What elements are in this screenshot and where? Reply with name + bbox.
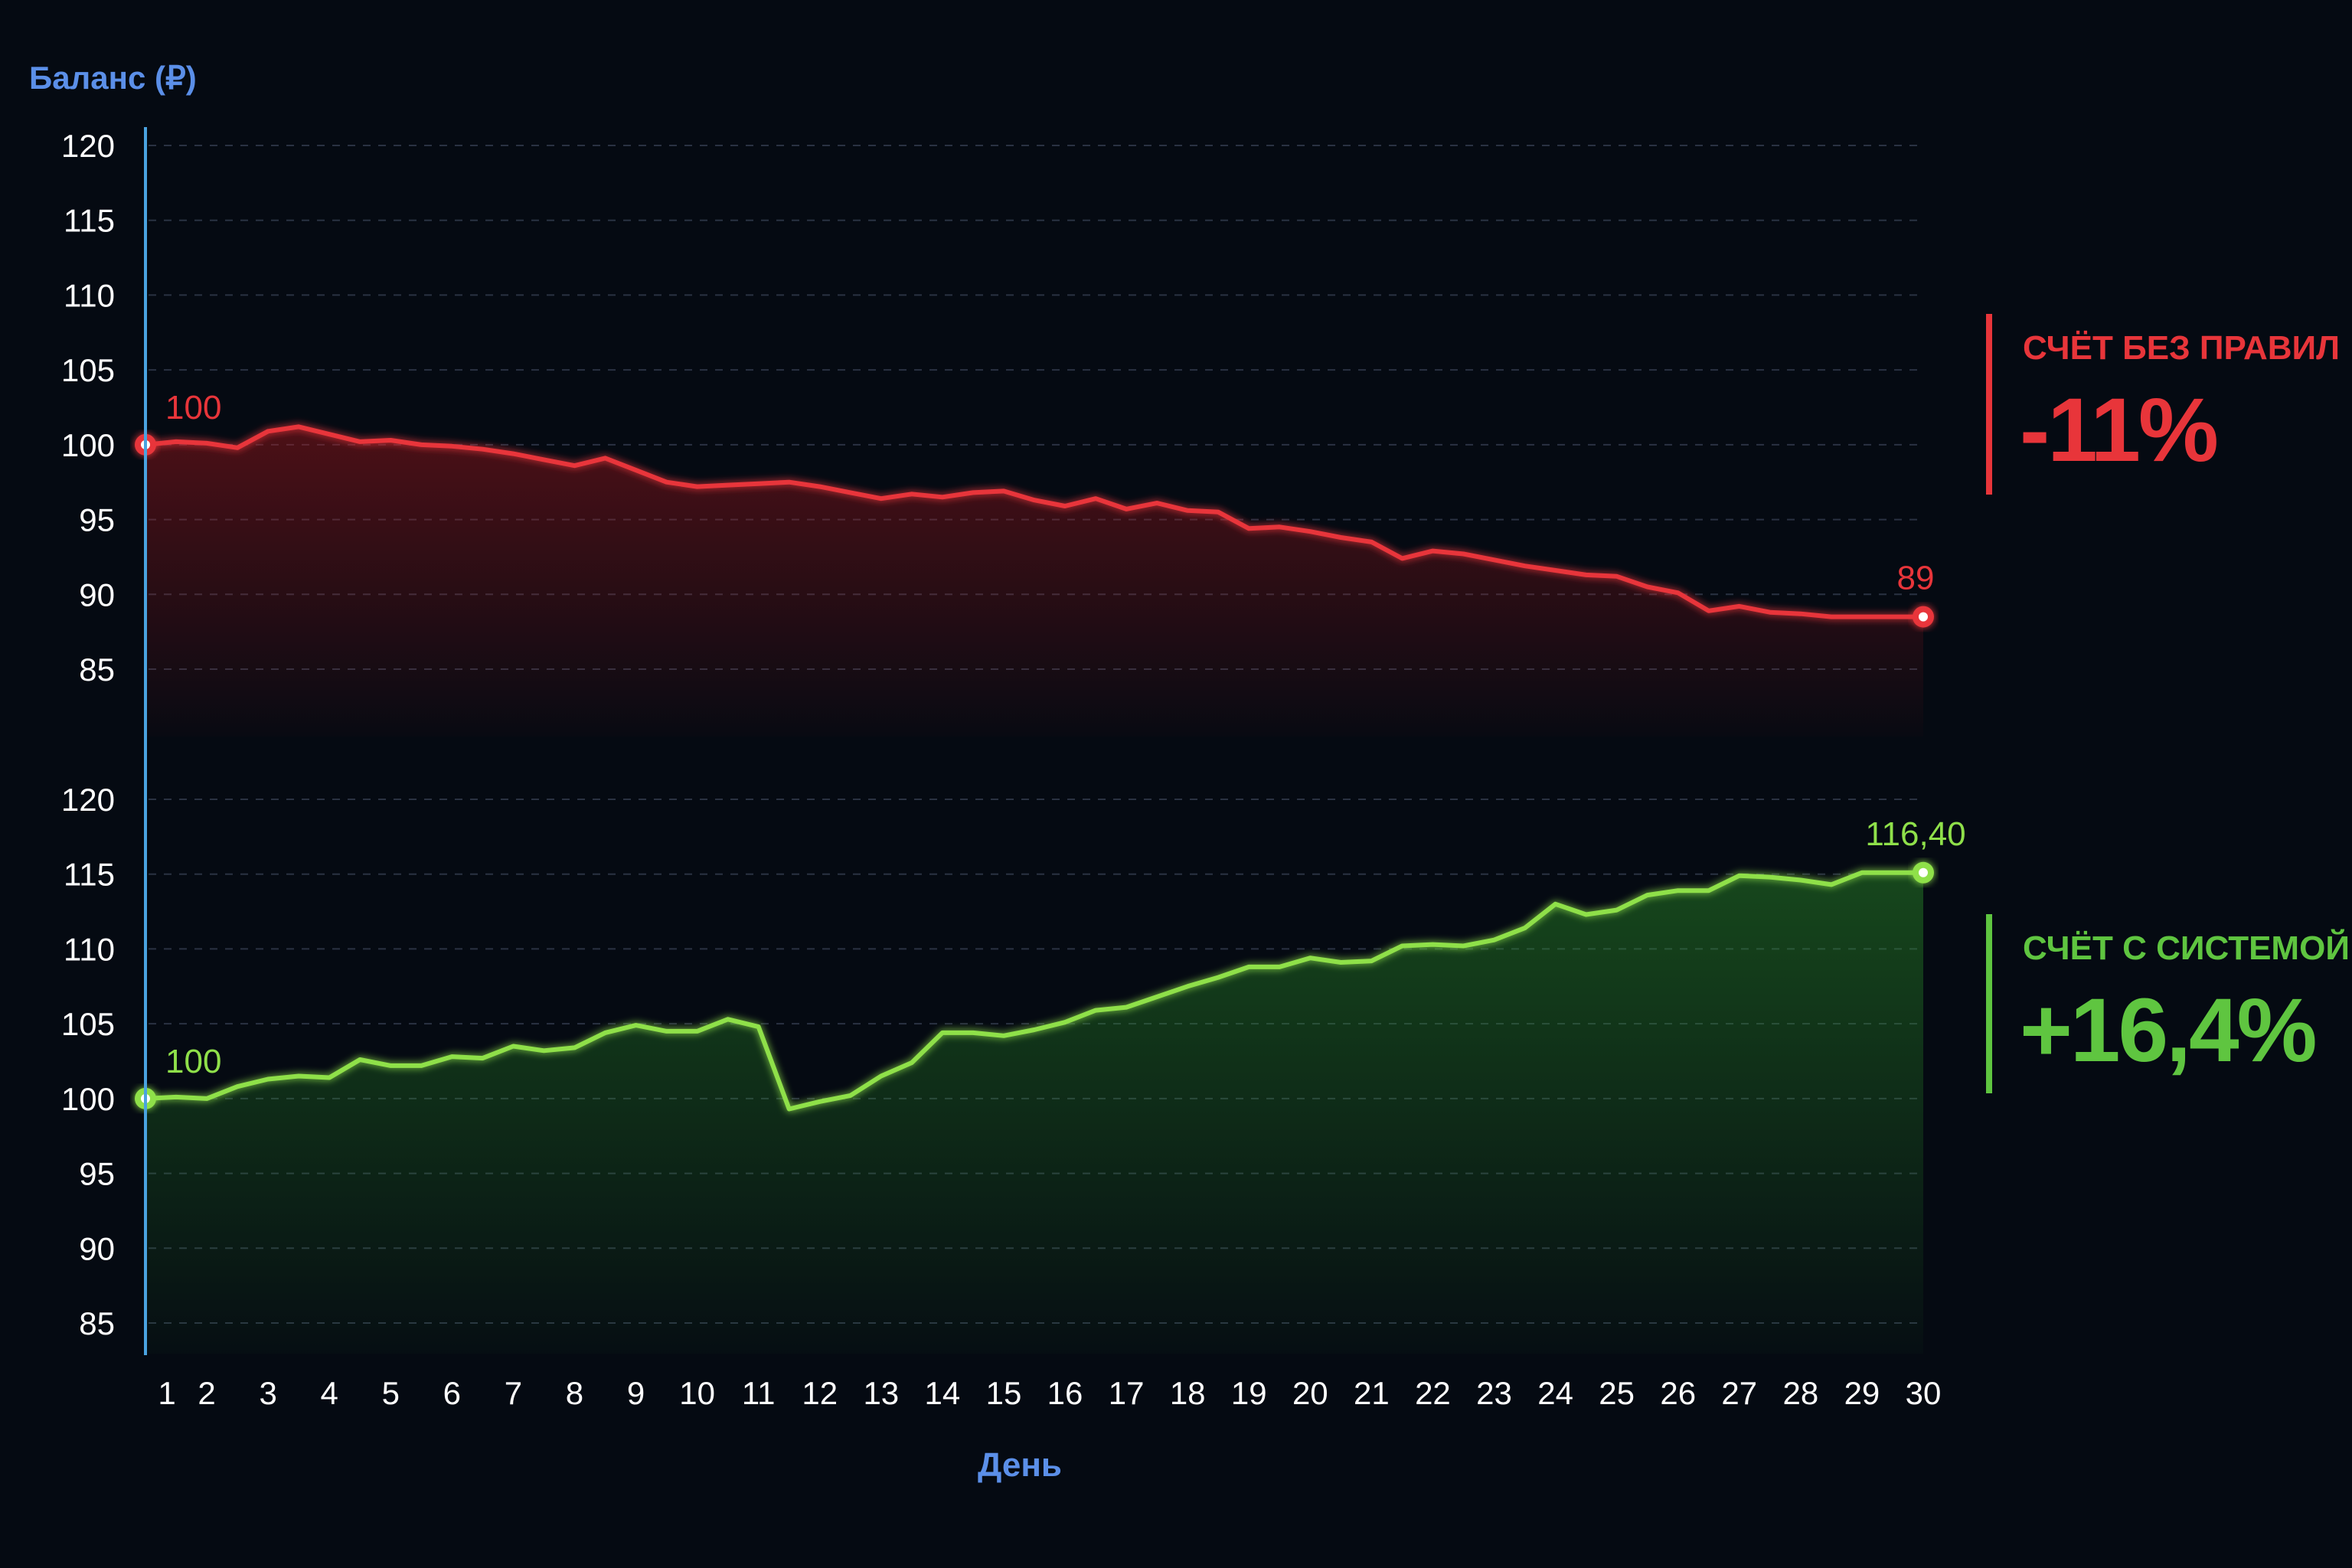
top-y-tick-label: 90 bbox=[79, 577, 115, 612]
x-tick-label: 15 bbox=[986, 1375, 1022, 1411]
bottom-panel: 85 90 95 100 105 110 115 120 100 116,40 bbox=[61, 782, 1966, 1354]
bottom-series-line bbox=[145, 870, 1923, 1112]
x-tick-label: 13 bbox=[863, 1375, 899, 1411]
top-end-value-label: 89 bbox=[1897, 560, 1935, 597]
x-tick-label: 5 bbox=[382, 1375, 400, 1411]
bottom-area-fill bbox=[145, 872, 1923, 1354]
top-y-tick-label: 110 bbox=[64, 277, 115, 313]
x-tick-label: 3 bbox=[259, 1375, 276, 1411]
top-series-line bbox=[145, 424, 1923, 619]
bottom-y-tick-label: 105 bbox=[61, 1006, 115, 1042]
x-tick-label: 24 bbox=[1537, 1375, 1573, 1411]
x-tick-label: 28 bbox=[1783, 1375, 1819, 1411]
x-tick-label: 18 bbox=[1170, 1375, 1206, 1411]
x-tick-label: 12 bbox=[802, 1375, 838, 1411]
x-tick-label: 29 bbox=[1844, 1375, 1880, 1411]
x-tick-label: 27 bbox=[1721, 1375, 1757, 1411]
callout-with-system-bar bbox=[1986, 914, 1992, 1093]
x-tick-label: 19 bbox=[1231, 1375, 1267, 1411]
top-start-value-label: 100 bbox=[165, 389, 221, 426]
bottom-y-tick-label: 85 bbox=[79, 1305, 115, 1341]
top-panel: 85 90 95 100 105 110 115 120 100 89 bbox=[61, 128, 1935, 737]
top-end-point-core bbox=[1919, 612, 1928, 622]
x-tick-label: 16 bbox=[1047, 1375, 1083, 1411]
x-tick-label: 23 bbox=[1476, 1375, 1512, 1411]
y-axis-title: Баланс (₽) bbox=[29, 60, 197, 96]
x-tick-label: 6 bbox=[443, 1375, 461, 1411]
bottom-end-value-label: 116,40 bbox=[1865, 815, 1965, 853]
x-tick-label: 8 bbox=[566, 1375, 583, 1411]
bottom-series-points bbox=[135, 861, 1934, 1109]
x-tick-label: 30 bbox=[1906, 1375, 1942, 1411]
bottom-y-tick-label: 95 bbox=[79, 1156, 115, 1192]
callout-no-rules-label: СЧЁТ БЕЗ ПРАВИЛ bbox=[2023, 329, 2341, 367]
x-tick-label: 9 bbox=[627, 1375, 645, 1411]
top-area-fill bbox=[145, 426, 1923, 737]
x-tick-label: 7 bbox=[505, 1375, 522, 1411]
callout-with-system-value: +16,4% bbox=[2020, 980, 2317, 1081]
x-tick-label: 20 bbox=[1292, 1375, 1328, 1411]
x-tick-label: 4 bbox=[321, 1375, 338, 1411]
callout-with-system-label: СЧЁТ С СИСТЕМОЙ bbox=[2023, 929, 2350, 967]
callout-no-rules-value: -11% bbox=[2020, 380, 2219, 481]
x-tick-label: 14 bbox=[925, 1375, 961, 1411]
top-y-tick-label: 95 bbox=[79, 502, 115, 538]
top-y-tick-labels: 85 90 95 100 105 110 115 120 bbox=[61, 128, 115, 688]
top-y-tick-label: 105 bbox=[61, 352, 115, 388]
x-tick-label: 17 bbox=[1109, 1375, 1145, 1411]
bottom-y-tick-label: 115 bbox=[64, 857, 115, 893]
bottom-end-point-core bbox=[1919, 867, 1928, 877]
x-tick-label: 10 bbox=[679, 1375, 715, 1411]
axes bbox=[144, 127, 1932, 1357]
callout-no-rules-bar bbox=[1986, 314, 1992, 495]
x-tick-label: 26 bbox=[1660, 1375, 1696, 1411]
bottom-start-value-label: 100 bbox=[165, 1043, 221, 1080]
top-y-tick-label: 120 bbox=[61, 128, 115, 164]
bottom-y-tick-label: 110 bbox=[64, 931, 115, 967]
bottom-y-tick-label: 120 bbox=[61, 782, 115, 818]
top-y-tick-label: 85 bbox=[79, 652, 115, 688]
top-y-tick-label: 100 bbox=[61, 427, 115, 463]
x-tick-label: 11 bbox=[742, 1375, 776, 1411]
x-tick-label: 22 bbox=[1415, 1375, 1451, 1411]
x-tick-label: 25 bbox=[1599, 1375, 1635, 1411]
top-y-tick-label: 115 bbox=[64, 203, 115, 239]
x-tick-label: 2 bbox=[198, 1375, 215, 1411]
bottom-y-tick-labels: 85 90 95 100 105 110 115 120 bbox=[61, 782, 115, 1341]
bottom-y-tick-label: 100 bbox=[61, 1081, 115, 1117]
x-tick-labels: 1 2 3 4 5 6 7 8 9 10 11 12 13 14 15 16 17 18 19 20 21 22 23 24 2… bbox=[158, 1375, 1941, 1411]
bottom-y-tick-label: 90 bbox=[79, 1230, 115, 1266]
x-tick-label: 1 bbox=[158, 1375, 175, 1411]
x-axis-title: День bbox=[978, 1446, 1062, 1484]
x-tick-label: 21 bbox=[1354, 1375, 1390, 1411]
